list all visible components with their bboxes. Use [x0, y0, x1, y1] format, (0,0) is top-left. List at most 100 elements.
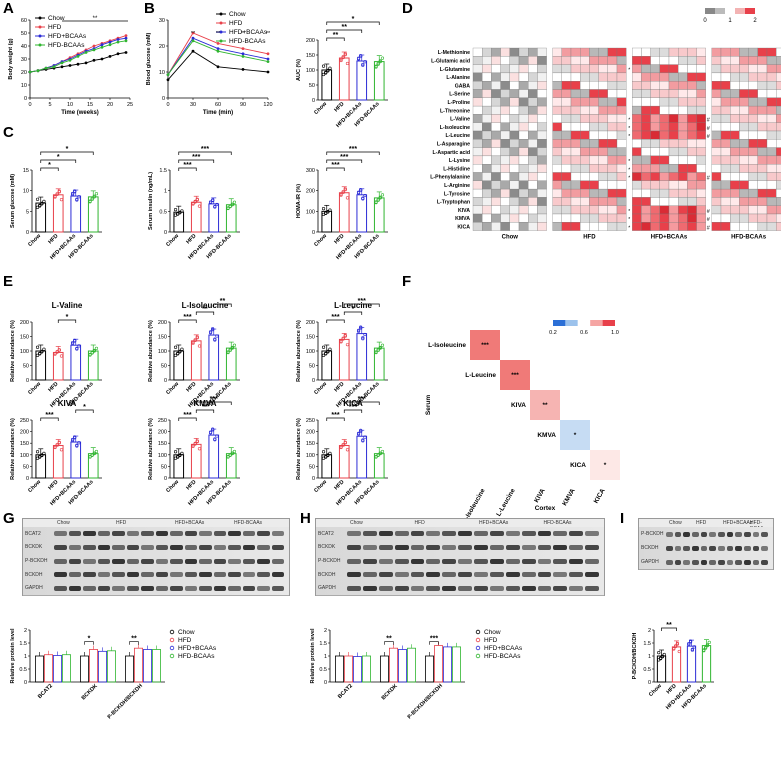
heatmap-cell — [766, 180, 777, 190]
data-point — [92, 452, 96, 456]
data-point — [361, 337, 365, 341]
heatmap-cell — [739, 155, 749, 165]
heatmap-cell — [641, 114, 651, 123]
x-tick-label: HFD — [333, 479, 345, 491]
legend-marker — [219, 30, 223, 34]
data-point — [343, 53, 347, 57]
x-axis-label: Time (min) — [203, 110, 233, 116]
heatmap-cell — [482, 97, 492, 107]
y-axis-label: Relative protein level — [10, 628, 16, 683]
heatmap-cell — [509, 97, 520, 107]
data-point — [40, 350, 44, 354]
blot-band — [521, 558, 536, 564]
heatmap-cell — [632, 222, 642, 231]
heatmap-cell — [518, 114, 529, 123]
heatmap-cell — [678, 130, 688, 140]
y-tick-label: 50 — [23, 364, 29, 370]
heatmap-cell — [491, 72, 501, 82]
significance-label: *** — [183, 162, 191, 169]
heatmap-cell — [711, 147, 722, 157]
chart-title: KMVA — [194, 399, 217, 408]
blot-band — [521, 544, 536, 550]
heatmap-cell — [580, 164, 590, 173]
blot-band — [585, 531, 599, 537]
x-tick-label: HFD — [185, 479, 197, 491]
heatmap-cell — [776, 213, 781, 223]
blot-band — [199, 558, 212, 564]
data-point — [321, 207, 326, 211]
significance-label: *** — [349, 146, 357, 153]
y-tick-label: 20 — [21, 70, 27, 76]
y-tick-label: 100 — [20, 349, 29, 355]
series-point — [241, 52, 245, 56]
heatmap-cell — [668, 72, 679, 82]
data-point — [211, 428, 215, 432]
heatmap-cell — [757, 222, 768, 231]
heatmap-cell — [561, 130, 572, 140]
heatmap-cell — [739, 222, 749, 231]
heatmap-cell — [528, 172, 538, 181]
significance-bracket — [40, 167, 59, 171]
data-point — [59, 354, 64, 358]
blot-band — [752, 559, 760, 565]
bar — [671, 646, 682, 683]
heatmap-cell — [537, 172, 547, 181]
data-point — [53, 445, 57, 450]
heatmap-cell — [748, 81, 758, 90]
heatmap-cell — [518, 172, 529, 181]
bar — [338, 57, 350, 101]
bar — [397, 649, 407, 683]
data-point — [672, 647, 676, 651]
blot-band — [155, 544, 168, 550]
data-point — [687, 642, 691, 646]
blot-band — [474, 572, 488, 578]
heatmap-cell — [552, 56, 562, 65]
legend-label: HFD — [178, 637, 192, 644]
heatmap-cell — [776, 205, 781, 215]
x-tick-label: Chow — [165, 233, 180, 248]
heatmap-cell — [678, 105, 688, 115]
bar — [433, 645, 443, 683]
blot-group-header: HFD-BCAAs — [234, 520, 263, 526]
heatmap-cell — [757, 97, 768, 107]
y-axis-label: Relative protein level — [310, 628, 316, 683]
blot-band — [126, 585, 139, 591]
series-point — [216, 42, 220, 45]
y-tick-label: 100 — [306, 453, 315, 459]
y-tick-label: 100 — [158, 453, 167, 459]
legend-label: HFD-BCAAs — [48, 42, 85, 49]
heatmap-cell — [570, 147, 581, 157]
y-tick-label: 200 — [306, 320, 315, 326]
blot-group-header: HFD+BCAAs — [175, 520, 205, 526]
heatmap-cell — [616, 205, 627, 215]
heatmap-cell — [687, 147, 697, 157]
heatmap-group-label: HFD+BCAAs — [651, 235, 688, 241]
heatmap-cell — [766, 197, 777, 206]
blot-band — [761, 531, 768, 537]
significance-label: * — [352, 16, 355, 23]
data-point — [376, 198, 380, 202]
blot-row-label: BCKDK — [25, 544, 43, 551]
significance-bracket — [343, 303, 380, 307]
blot-band — [458, 585, 472, 591]
data-point — [55, 443, 59, 447]
heatmap-cell — [607, 72, 618, 82]
blot-band — [744, 531, 751, 537]
heatmap-cell — [598, 164, 608, 173]
heatmap-cell — [668, 122, 679, 132]
significance-label: ** — [191, 31, 196, 37]
bar — [70, 441, 82, 479]
blot-band — [97, 558, 110, 564]
blot-band — [489, 585, 504, 591]
heatmap-cell — [491, 122, 501, 132]
heatmap-cell — [589, 97, 599, 107]
heatmap-cell — [552, 222, 562, 231]
data-point — [380, 56, 385, 60]
blot-group-header: HFD-BCAAs — [543, 520, 572, 526]
heatmap-cell — [580, 72, 590, 82]
heatmap-cell — [598, 47, 608, 57]
heatmap-cell — [580, 56, 590, 65]
heatmap-cell — [500, 64, 510, 74]
bar — [338, 338, 350, 381]
heatmap-cell — [776, 164, 781, 173]
